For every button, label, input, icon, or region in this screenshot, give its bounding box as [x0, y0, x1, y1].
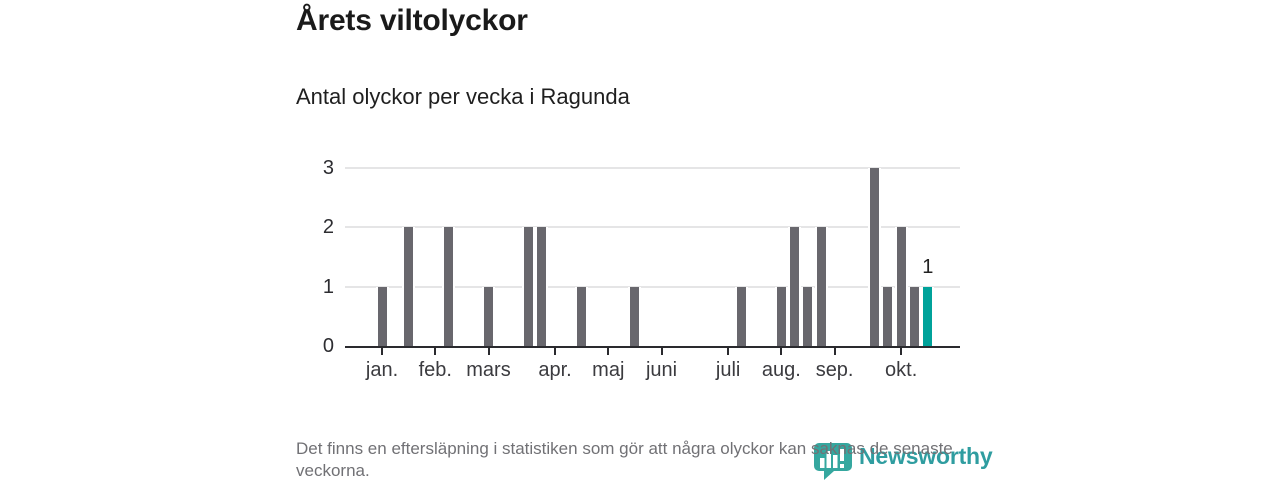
chart-subtitle: Antal olyckor per vecka i Ragunda	[296, 84, 630, 109]
bar-week-5	[444, 227, 454, 346]
newsworthy-wordmark: Newsworthy	[859, 443, 993, 469]
bar-week-19	[630, 286, 640, 346]
bar-value-label: 1	[922, 255, 934, 278]
bar-week-15	[577, 286, 587, 346]
newsworthy-logo: Newsworthy	[812, 442, 993, 480]
bar-week-40	[909, 286, 919, 346]
bar-week-8	[484, 286, 493, 346]
bar-week-37	[870, 167, 880, 346]
x-tick-mars	[487, 348, 490, 355]
chart-title: Årets viltolyckor	[296, 4, 528, 37]
footnote-text: Det finns en eftersläpning i statistiken…	[296, 439, 953, 480]
bar-week-38	[883, 286, 893, 346]
x-axis-label-aug: aug.	[761, 359, 801, 381]
x-axis-label-maj: maj	[592, 359, 625, 381]
x-tick-maj	[607, 348, 610, 355]
bar-week-2	[404, 227, 414, 346]
x-axis-label-juli: juli	[715, 359, 741, 381]
x-tick-juli	[727, 348, 730, 355]
x-tick-feb	[434, 348, 437, 355]
y-axis-label-1: 1	[322, 275, 334, 298]
bar-week-11	[523, 227, 533, 346]
bar-week-27	[736, 286, 746, 346]
gridline-y-3	[345, 166, 960, 169]
gridline-y-1	[345, 285, 960, 288]
bar-week-30	[776, 286, 786, 346]
x-tick-jan	[381, 348, 383, 355]
newsworthy-bubble-chart-icon	[814, 443, 852, 480]
x-tick-juni	[660, 348, 663, 355]
bar-week-39	[896, 227, 906, 346]
bar-week-32	[803, 286, 813, 346]
x-axis-line	[345, 346, 960, 348]
gridline-y-2	[345, 226, 960, 228]
x-axis-label-okt: okt.	[885, 359, 918, 381]
x-tick-sep	[833, 348, 836, 355]
bar-week-41-highlighted	[923, 286, 933, 346]
x-tick-apr	[554, 348, 557, 355]
x-tick-okt	[900, 348, 903, 355]
x-axis-label-sep: sep.	[815, 359, 854, 381]
y-axis-label-2: 2	[322, 216, 334, 238]
bar-chart-plot-area: 0 1 2 3 1 jan. feb. mars apr. maj juni juli aug. sep.…	[323, 158, 960, 381]
x-axis-label-jan: jan.	[365, 359, 399, 381]
bar-week-12	[537, 227, 547, 346]
bar-week-31	[790, 227, 800, 346]
x-axis-label-apr: apr.	[538, 359, 572, 381]
x-axis-label-juni: juni	[645, 359, 678, 381]
y-axis-label-0: 0	[322, 335, 334, 357]
bar-week-0	[377, 286, 387, 346]
y-axis-label-3: 3	[322, 156, 334, 179]
x-tick-aug	[780, 348, 783, 355]
x-axis-label-feb: feb.	[418, 359, 452, 381]
bar-week-33	[816, 227, 826, 346]
x-axis-label-mars: mars	[466, 359, 511, 381]
